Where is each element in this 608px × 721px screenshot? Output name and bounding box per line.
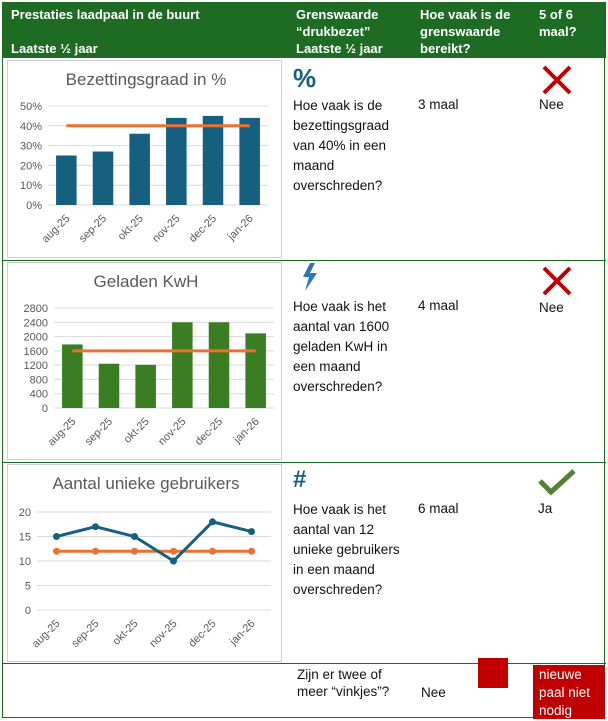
y-tick-label: 10 xyxy=(19,556,31,568)
threshold-point xyxy=(131,547,138,555)
x-tick-label: jan-26 xyxy=(231,416,262,447)
x-tick-label: jan-26 xyxy=(227,618,258,649)
y-tick-label: 10% xyxy=(20,180,42,192)
x-tick-label: dec-25 xyxy=(186,618,218,650)
y-tick-label: 2800 xyxy=(24,303,48,315)
bar xyxy=(56,155,77,205)
y-tick-label: 0% xyxy=(26,200,42,212)
x-tick-label: nov-25 xyxy=(150,213,182,245)
conclusion-badge: nieuwe paal niet nodig xyxy=(533,665,605,719)
y-tick-label: 30% xyxy=(20,141,42,153)
x-tick-label: aug-25 xyxy=(46,416,79,449)
bar xyxy=(129,133,150,205)
percent-icon: % xyxy=(293,63,317,93)
x-tick-label: okt-25 xyxy=(116,213,146,243)
bar xyxy=(98,363,120,408)
chart-unieke-gebruikers: Aantal unieke gebruikers 0 5 10 15 20 aug-25 se… xyxy=(7,464,282,662)
threshold-point xyxy=(92,547,99,555)
table-header: Prestaties laadpaal in de buurt Laatste … xyxy=(2,2,606,58)
bar xyxy=(208,322,230,408)
data-point xyxy=(131,533,138,540)
bar xyxy=(62,344,83,408)
row-divider xyxy=(2,462,606,463)
x-tick-label: nov-25 xyxy=(147,618,179,650)
check-icon xyxy=(537,468,577,501)
x-tick-label: nov-25 xyxy=(156,416,188,448)
x-tick-label: dec-25 xyxy=(193,416,225,448)
threshold-point xyxy=(170,547,177,555)
status-indicator xyxy=(478,658,508,688)
answer-text: Nee xyxy=(539,300,564,315)
y-tick-label: 50% xyxy=(20,101,42,113)
cross-icon xyxy=(541,265,573,302)
bar xyxy=(202,115,224,205)
row-divider xyxy=(2,663,606,664)
bar xyxy=(92,151,114,205)
x-tick-label: okt-25 xyxy=(111,618,141,648)
y-tick-label: 20 xyxy=(19,507,31,519)
lightning-icon xyxy=(300,262,320,297)
chart-geladen-kwh: Geladen KwH 0 400 800 1200 1600 2000 2400 2800 au… xyxy=(7,262,282,460)
x-tick-label: sep-25 xyxy=(83,416,115,448)
y-tick-label: 5 xyxy=(25,581,31,593)
header-threshold: Grenswaarde “drukbezet” Laatste ½ jaar xyxy=(296,7,383,56)
answer-text: Nee xyxy=(539,97,564,112)
bar xyxy=(172,322,193,408)
y-tick-label: 40% xyxy=(20,121,42,133)
bar xyxy=(239,117,260,205)
header-count: Hoe vaak is de grenswaarde bereikt? xyxy=(420,7,511,56)
data-point xyxy=(170,557,177,565)
y-tick-label: 400 xyxy=(30,389,48,401)
bar xyxy=(245,333,266,408)
y-tick-label: 2000 xyxy=(24,332,48,344)
data-point xyxy=(92,523,99,531)
y-tick-label: 20% xyxy=(20,160,42,172)
answer-text: Ja xyxy=(538,501,553,516)
question-text: Hoe vaak is het aantal van 1600 geladen … xyxy=(293,299,390,394)
data-point xyxy=(209,518,216,526)
y-tick-label: 0 xyxy=(42,403,48,415)
question-text: Hoe vaak is de bezettingsgraad van 40% i… xyxy=(293,98,390,193)
summary-question: Zijn er twee of meer “vinkjes”? xyxy=(297,667,390,699)
count-text: 3 maal xyxy=(418,97,459,112)
y-tick-label: 15 xyxy=(19,532,31,544)
threshold-point xyxy=(248,547,255,555)
chart-title: Aantal unieke gebruikers xyxy=(52,474,239,493)
x-tick-label: sep-25 xyxy=(69,618,101,650)
x-tick-label: jan-26 xyxy=(225,213,256,244)
summary-answer: Nee xyxy=(421,685,446,700)
x-tick-label: okt-25 xyxy=(122,416,152,446)
x-tick-label: sep-25 xyxy=(77,213,109,245)
y-tick-label: 0 xyxy=(25,605,31,617)
header-subtitle: Laatste ½ jaar xyxy=(11,41,98,56)
header-5of6: 5 of 6 maal? xyxy=(539,7,577,39)
chart-title: Geladen KwH xyxy=(94,272,199,291)
x-tick-label: aug-25 xyxy=(30,618,63,651)
y-tick-label: 1200 xyxy=(24,360,48,372)
count-text: 4 maal xyxy=(418,298,459,313)
data-point xyxy=(53,533,60,540)
x-tick-label: aug-25 xyxy=(40,213,73,246)
data-point xyxy=(248,528,255,536)
bar xyxy=(135,364,156,408)
header-title: Prestaties laadpaal in de buurt xyxy=(11,7,200,22)
y-tick-label: 1600 xyxy=(24,346,48,358)
series-line xyxy=(56,520,252,563)
hash-icon: # xyxy=(293,466,307,493)
threshold-point xyxy=(209,547,216,555)
count-text: 6 maal xyxy=(418,501,459,516)
threshold-point xyxy=(53,547,60,555)
x-tick-label: dec-25 xyxy=(187,213,219,245)
bar xyxy=(166,117,187,205)
question-text: Hoe vaak is het aantal van 12 unieke geb… xyxy=(293,502,400,597)
y-tick-label: 800 xyxy=(30,374,48,386)
chart-title: Bezettingsgraad in % xyxy=(66,70,227,89)
cross-icon xyxy=(541,64,573,101)
y-tick-label: 2400 xyxy=(24,317,48,329)
chart-bezettingsgraad: Bezettingsgraad in % 0% 10% 20% 30% 40% 50% aug… xyxy=(7,60,282,258)
row-divider xyxy=(2,260,606,261)
